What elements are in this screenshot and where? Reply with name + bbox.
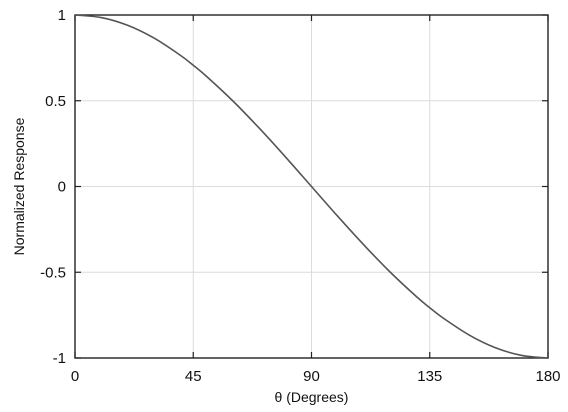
x-tick-labels: 0 45 90 135 180	[71, 368, 561, 385]
x-tick-label: 45	[185, 368, 202, 385]
x-tick-label: 135	[417, 368, 442, 385]
series-line	[74, 14, 549, 359]
x-tick-label: 90	[303, 368, 320, 385]
y-tick-label: 0	[58, 179, 66, 196]
y-tick-label: 1	[58, 7, 66, 24]
x-tick-label: 180	[535, 368, 560, 385]
y-tick-labels: 1 0.5 0 -0.5 -1	[40, 7, 66, 367]
y-axis-label: Normalized Response	[11, 117, 27, 255]
x-axis-label: θ (Degrees)	[275, 389, 349, 405]
y-tick-label: 0.5	[45, 93, 66, 110]
y-tick-label: -1	[53, 350, 66, 367]
x-tick-label: 0	[71, 368, 79, 385]
y-tick-label: -0.5	[40, 264, 66, 281]
